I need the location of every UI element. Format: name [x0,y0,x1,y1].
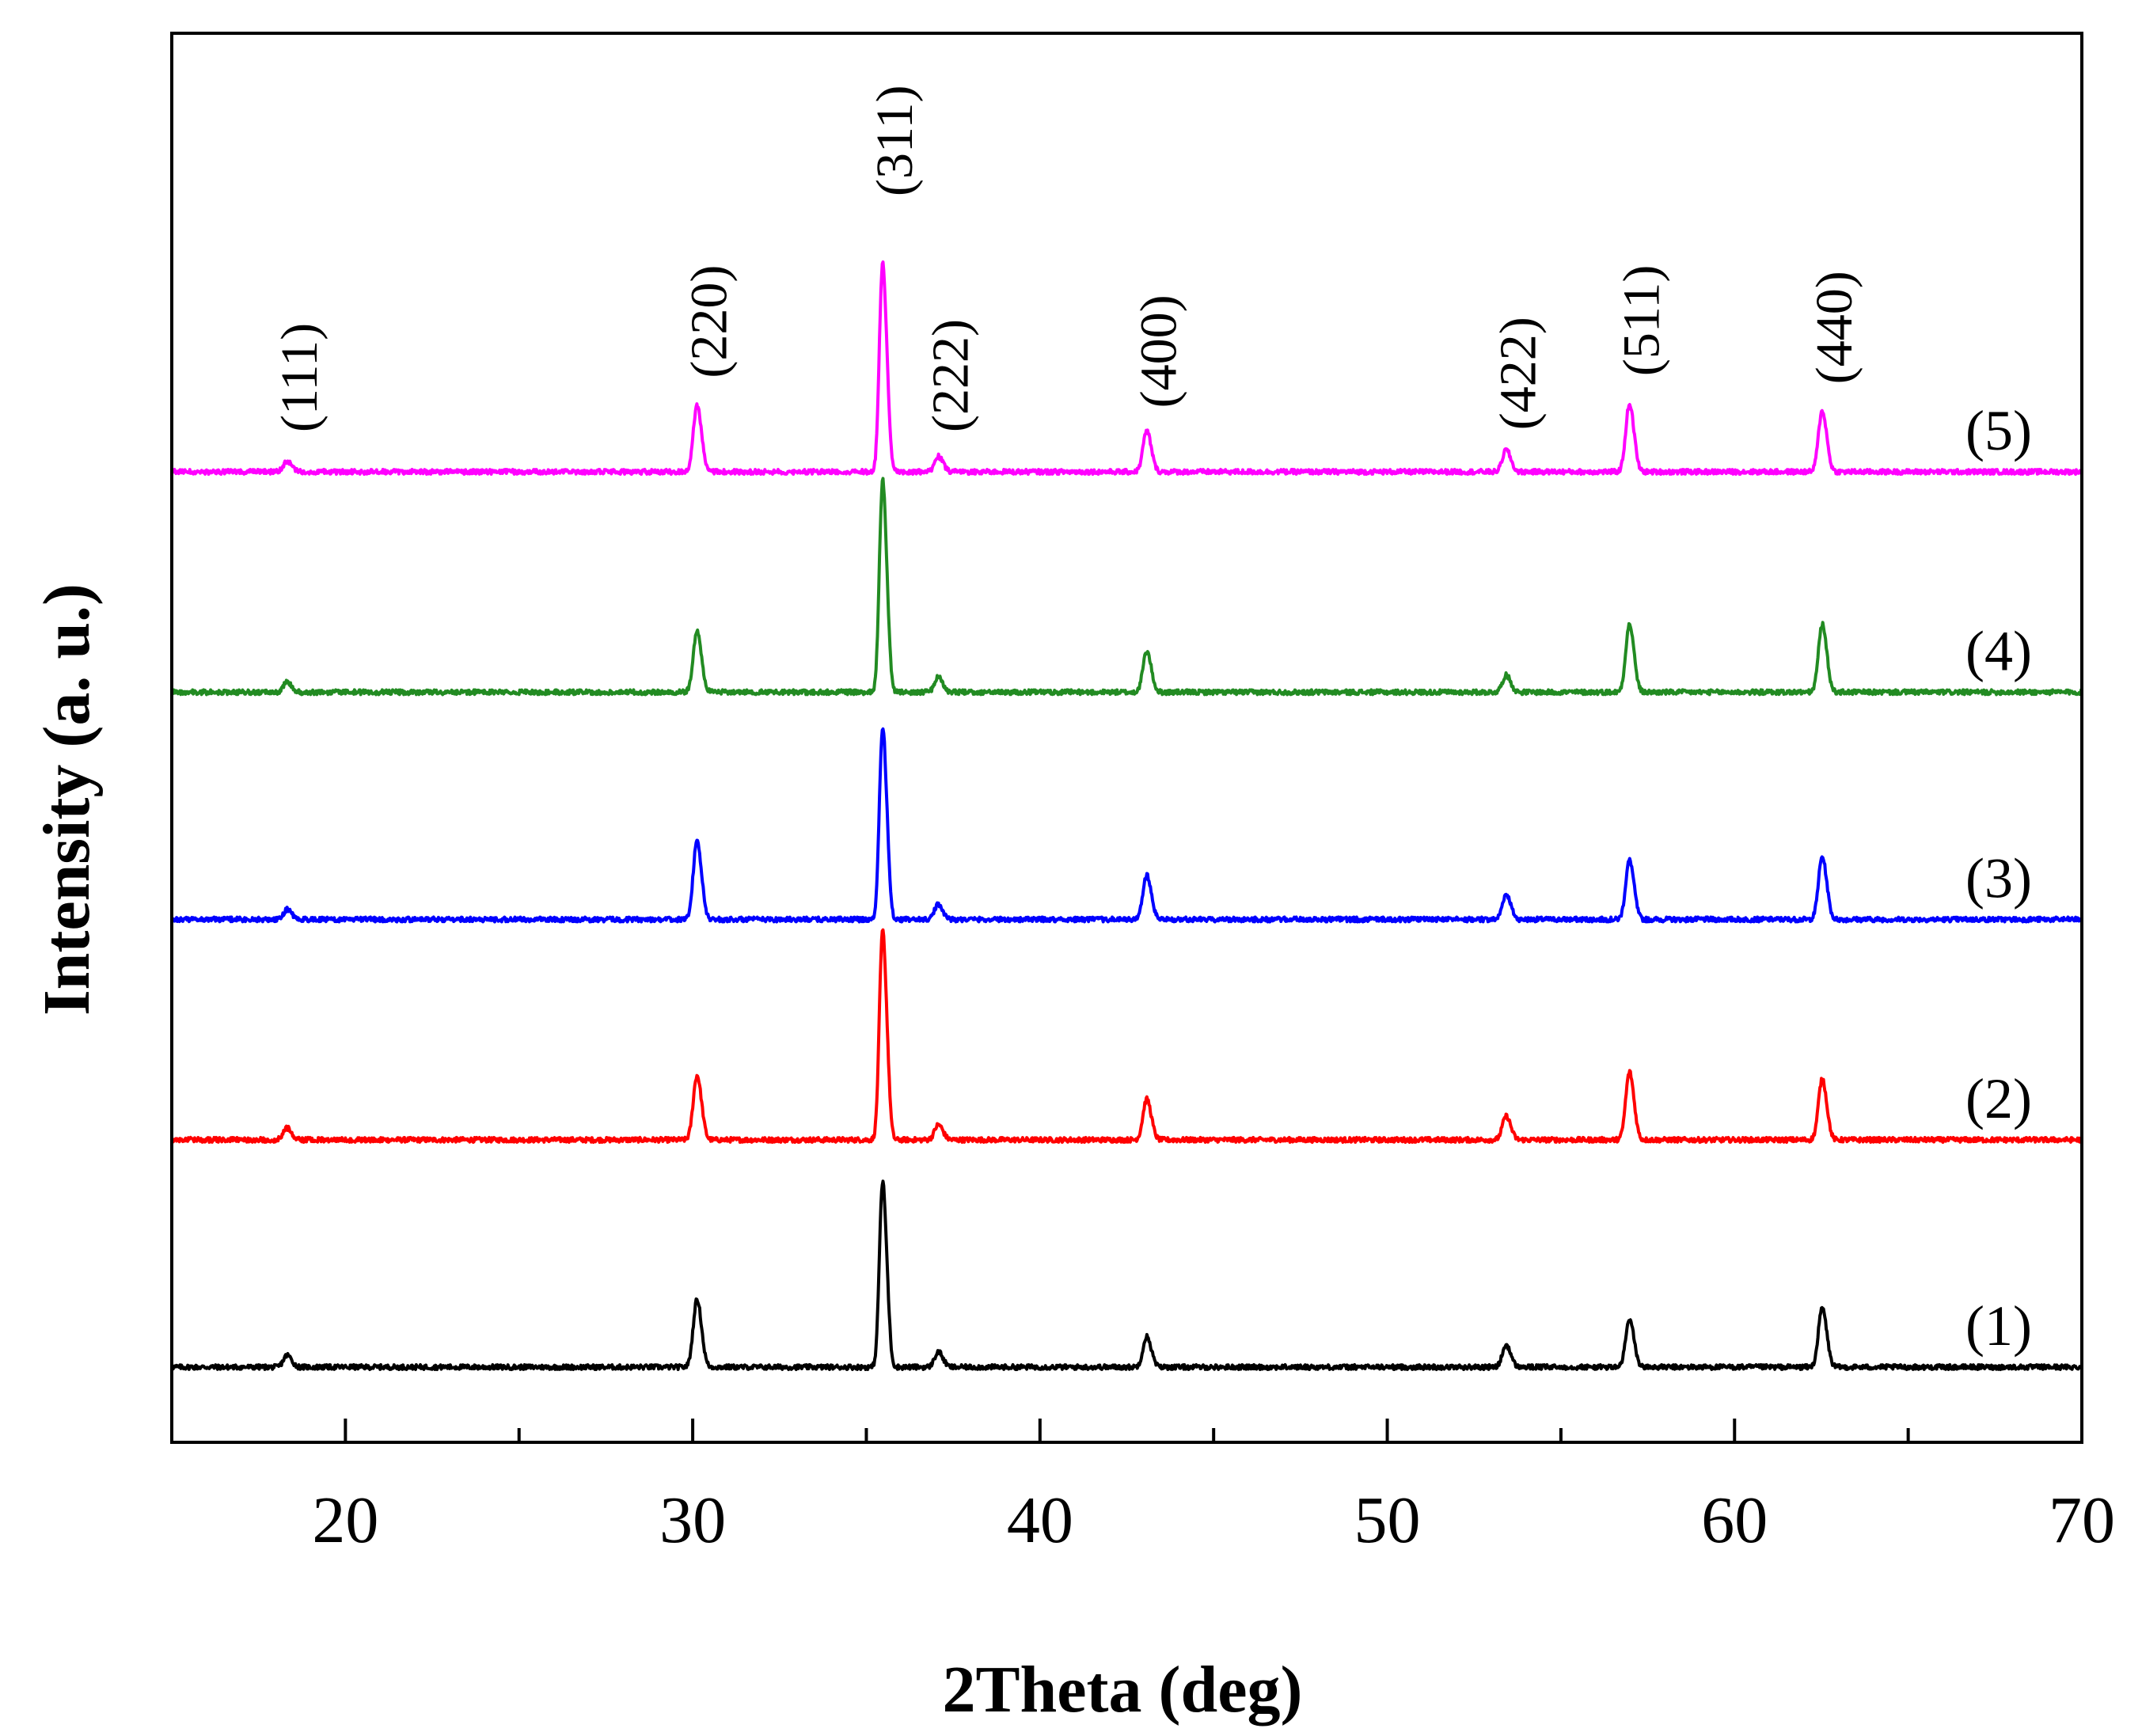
series-line-2 [170,928,2083,1144]
series-label-5: (5) [1965,399,2032,462]
peak-label: (111) [271,323,329,432]
series-line-4 [170,477,2083,697]
series-line-1 [170,1179,2083,1371]
series-layer [170,260,2083,1371]
x-axis-title: 2Theta (deg) [943,1653,1303,1727]
peak-label: (422) [1490,317,1548,430]
peak-label: (222) [921,319,979,432]
x-tick-label: 20 [312,1483,378,1557]
y-axis-title: Intensity (a. u.) [30,583,104,1016]
series-labels: (1) (2) (3) (4) (5) [1965,399,2032,1358]
series-label-1: (1) [1965,1294,2032,1358]
plot-frame [170,32,2083,1444]
series-line-3 [170,727,2083,924]
series-label-4: (4) [1965,619,2032,682]
x-tick-label: 70 [2049,1483,2115,1557]
peak-label: (311) [866,85,924,196]
x-axis-ticks: 20 30 40 50 60 70 [170,1419,2115,1557]
peak-label: (220) [681,265,739,378]
series-label-3: (3) [1965,847,2032,910]
series-line-5 [170,260,2083,476]
peak-label: (440) [1806,271,1863,384]
peak-labels: (111) (220) (311) (222) (400) (422) (511) (440) [271,85,1863,432]
peak-label: (511) [1613,265,1671,377]
peak-label: (400) [1130,294,1188,408]
series-label-2: (2) [1965,1067,2032,1130]
x-tick-label: 50 [1354,1483,1421,1557]
x-tick-label: 30 [659,1483,726,1557]
x-tick-label: 60 [1701,1483,1768,1557]
x-tick-label: 40 [1007,1483,1073,1557]
